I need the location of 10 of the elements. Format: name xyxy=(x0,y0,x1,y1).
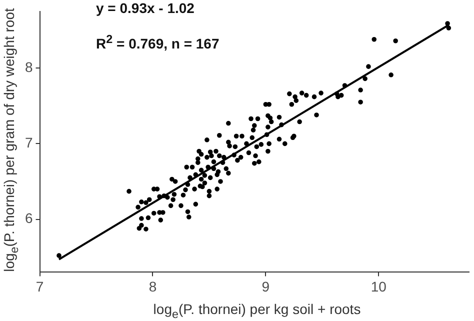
y-tick-label: 7 xyxy=(24,134,33,151)
x-tick-label: 7 xyxy=(36,278,44,294)
y-tick-label: 6 xyxy=(24,210,33,226)
x-tick-label: 8 xyxy=(148,278,157,294)
x-tick-label: 10 xyxy=(370,278,387,294)
x-tick-label: 9 xyxy=(262,278,270,294)
x-axis-title: log$_{e}$(P. thornei) per kg soil + roots xyxy=(152,301,362,321)
y-tick-label: 8 xyxy=(24,58,33,75)
annotation: R$^{2}$ = 0.769, n = 167 xyxy=(96,33,220,52)
annotation: y = 0.93x - 1.02 xyxy=(96,0,194,16)
